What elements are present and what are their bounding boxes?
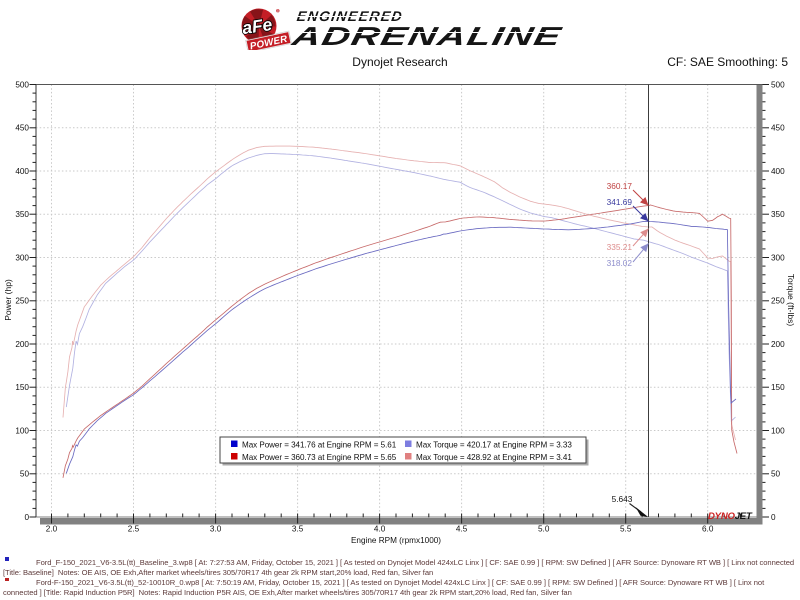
svg-text:3.5: 3.5 — [292, 525, 304, 534]
svg-text:500: 500 — [771, 80, 785, 89]
svg-text:500: 500 — [15, 80, 29, 89]
svg-text:300: 300 — [771, 253, 785, 262]
svg-text:350: 350 — [771, 210, 785, 219]
svg-text:400: 400 — [15, 167, 29, 176]
svg-text:Max Torque = 428.92 at Engine: Max Torque = 428.92 at Engine RPM = 3.41 — [416, 453, 572, 462]
svg-text:5.643: 5.643 — [612, 494, 633, 504]
svg-text:150: 150 — [771, 383, 785, 392]
svg-text:250: 250 — [771, 297, 785, 306]
svg-text:150: 150 — [15, 383, 29, 392]
svg-text:5.0: 5.0 — [538, 525, 550, 534]
svg-text:335.21: 335.21 — [607, 242, 633, 252]
svg-text:DYNOJET: DYNOJET — [708, 511, 753, 522]
svg-text:0: 0 — [771, 513, 776, 522]
svg-text:200: 200 — [771, 340, 785, 349]
svg-text:Max Power = 360.73 at Engine R: Max Power = 360.73 at Engine RPM = 5.65 — [242, 453, 397, 462]
svg-text:360.17: 360.17 — [607, 181, 633, 191]
svg-text:Engine RPM (rpmx1000): Engine RPM (rpmx1000) — [351, 536, 441, 545]
svg-text:5.5: 5.5 — [620, 525, 632, 534]
svg-text:100: 100 — [15, 426, 29, 435]
svg-text:Max Torque = 420.17 at Engine: Max Torque = 420.17 at Engine RPM = 3.33 — [416, 441, 572, 450]
svg-text:aFe: aFe — [241, 14, 274, 38]
svg-text:Max Power = 341.76 at Engine R: Max Power = 341.76 at Engine RPM = 5.61 — [242, 441, 397, 450]
svg-text:100: 100 — [771, 426, 785, 435]
svg-text:50: 50 — [771, 470, 781, 479]
svg-text:450: 450 — [771, 124, 785, 133]
svg-text:318.02: 318.02 — [607, 258, 633, 268]
svg-text:2.0: 2.0 — [46, 525, 58, 534]
svg-text:0: 0 — [24, 513, 29, 522]
svg-text:200: 200 — [15, 340, 29, 349]
svg-text:4.0: 4.0 — [374, 525, 386, 534]
svg-text:450: 450 — [15, 124, 29, 133]
svg-text:Power (hp): Power (hp) — [3, 279, 13, 321]
svg-text:400: 400 — [771, 167, 785, 176]
svg-text:3.0: 3.0 — [210, 525, 222, 534]
svg-text:250: 250 — [15, 297, 29, 306]
svg-text:300: 300 — [15, 253, 29, 262]
svg-text:Torque (ft-lbs): Torque (ft-lbs) — [786, 274, 796, 327]
svg-text:50: 50 — [20, 470, 30, 479]
svg-text:6.0: 6.0 — [702, 525, 714, 534]
svg-text:350: 350 — [15, 210, 29, 219]
svg-text:341.69: 341.69 — [607, 197, 633, 207]
svg-text:2.5: 2.5 — [128, 525, 140, 534]
svg-text:®: ® — [276, 9, 279, 13]
svg-text:4.5: 4.5 — [456, 525, 468, 534]
